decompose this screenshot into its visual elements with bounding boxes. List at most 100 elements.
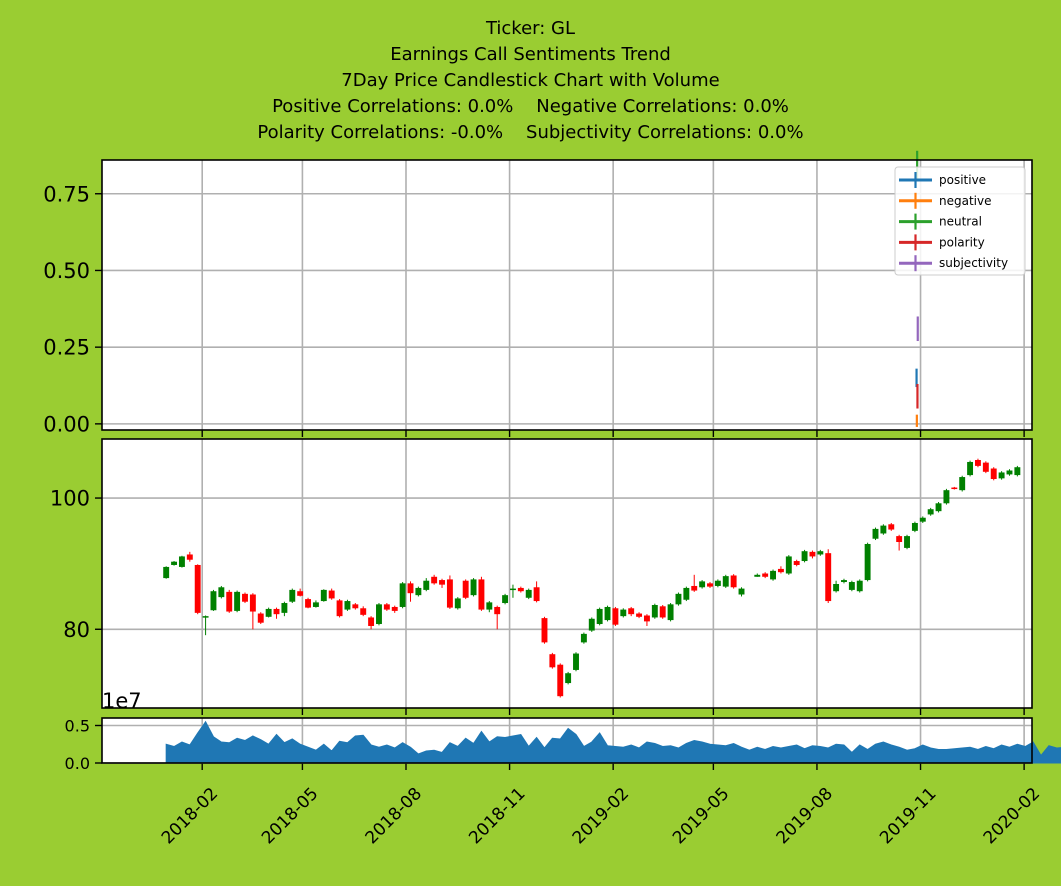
candle-body: [967, 461, 974, 476]
x-tick-label: 2018-02: [158, 784, 222, 848]
candle-body: [289, 589, 296, 602]
candle-body: [423, 580, 430, 590]
candle-body: [762, 573, 769, 577]
candle-body: [210, 591, 217, 611]
candle-body: [328, 590, 335, 599]
candle-body: [533, 587, 540, 602]
candle-body: [486, 602, 493, 610]
price-y-tick-label: 80: [63, 618, 90, 642]
candle-body: [620, 609, 627, 617]
chart-title-subtitle: 7Day Price Candlestick Chart with Volume: [341, 70, 720, 91]
candle-body: [951, 487, 958, 490]
panel-frame-1: [101, 159, 1033, 431]
candle-body: [943, 490, 950, 504]
candle-body: [391, 606, 398, 611]
x-tick-label: 2018-11: [465, 784, 529, 848]
candle-body: [226, 591, 233, 612]
candle-body: [1006, 470, 1013, 475]
candle-body: [738, 588, 745, 595]
candle-body: [667, 604, 674, 621]
volume-y-tick-label: 0.5: [65, 716, 90, 735]
volume-area: [165, 720, 1061, 764]
candle-body: [510, 588, 516, 591]
candle-body: [257, 613, 264, 623]
candle-body: [1014, 467, 1021, 476]
price-y-tick-label: 100: [50, 487, 90, 511]
candle-body: [683, 587, 690, 600]
legend-label-neutral: neutral: [939, 215, 982, 229]
candle-body: [982, 462, 989, 472]
candle-body: [699, 581, 706, 588]
candle-body: [525, 589, 532, 598]
candle-body: [990, 468, 997, 480]
candle-body: [265, 608, 272, 617]
candle-body: [659, 606, 666, 618]
candle-body: [565, 673, 572, 684]
legend-label-positive: positive: [939, 173, 986, 187]
volume-offset-label: 1e7: [102, 689, 142, 713]
panel-frame-2: [101, 438, 1033, 709]
candle-body: [722, 576, 729, 587]
candle-body: [549, 654, 556, 668]
chart-title-correlations-2: Polarity Correlations: -0.0% Subjectivit…: [257, 122, 804, 143]
candle-body: [163, 566, 170, 579]
candle-body: [730, 575, 737, 588]
candle-body: [478, 579, 485, 610]
candle-body: [927, 509, 934, 515]
candle-body: [998, 472, 1005, 479]
candle-body: [281, 603, 288, 613]
panel-background-1: [102, 160, 1032, 430]
volume-y-tick-label: 0.0: [65, 754, 90, 773]
candle-body: [801, 551, 808, 562]
x-tick-label: 2019-02: [569, 784, 633, 848]
candle-body: [841, 580, 847, 583]
candle-body: [399, 583, 406, 607]
candle-body: [186, 554, 193, 560]
candle-body: [935, 503, 942, 512]
x-tick-label: 2018-08: [362, 784, 426, 848]
candle-body: [446, 579, 453, 608]
candle-body: [407, 583, 414, 594]
candle-body: [691, 585, 698, 591]
candle-body: [454, 598, 461, 609]
candle-body: [573, 653, 579, 670]
candle-body: [517, 587, 524, 592]
candle-body: [785, 556, 792, 574]
x-tick-label: 2020-02: [980, 784, 1044, 848]
chart-title-correlations-1: Positive Correlations: 0.0% Negative Cor…: [272, 96, 789, 117]
candle-body: [360, 608, 367, 615]
candle-body: [383, 604, 390, 610]
candle-body: [312, 602, 319, 607]
candle-body: [194, 564, 201, 613]
legend-label-negative: negative: [939, 194, 991, 208]
candle-body: [502, 595, 509, 604]
sentiment-y-tick-label: 0.25: [43, 336, 90, 360]
chart-title-ticker: Ticker: GL: [485, 18, 576, 39]
candle-body: [911, 522, 918, 531]
candle-body: [643, 615, 650, 622]
candle-body: [636, 613, 643, 617]
sentiment-y-tick-label: 0.75: [43, 182, 90, 206]
panel-background-2: [102, 439, 1032, 708]
candle-body: [178, 556, 185, 567]
candle-body: [809, 551, 816, 557]
candle-body: [604, 606, 611, 621]
candle-body: [754, 574, 761, 577]
candle-body: [612, 608, 619, 625]
candle-body: [368, 617, 375, 626]
candle-body: [714, 580, 721, 586]
candle-body: [793, 561, 800, 565]
candle-body: [462, 580, 469, 598]
candle-body: [234, 591, 241, 611]
candle-body: [651, 604, 658, 618]
candle-body: [297, 591, 304, 596]
candle-body: [707, 583, 713, 587]
x-tick-label: 2019-05: [669, 784, 733, 848]
candle-body: [494, 606, 501, 615]
candle-body: [596, 608, 603, 625]
candle-body: [628, 608, 635, 615]
candle-body: [470, 579, 477, 596]
candle-body: [344, 601, 351, 610]
candle-body: [888, 524, 895, 530]
